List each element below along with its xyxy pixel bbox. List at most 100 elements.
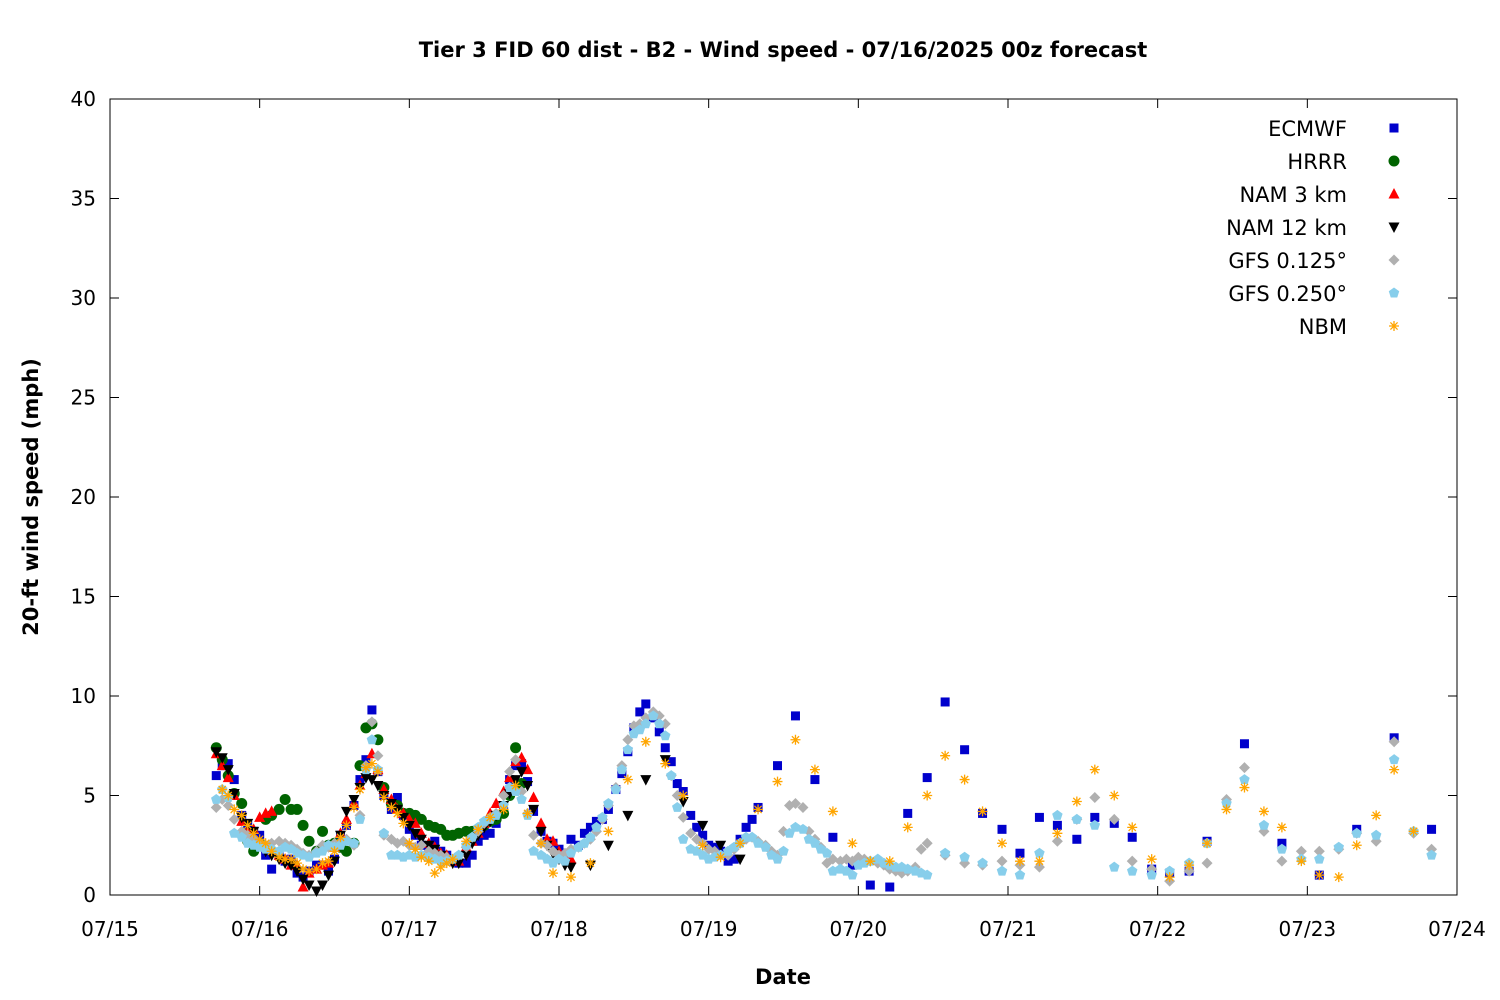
data-point	[485, 812, 496, 823]
data-point	[372, 750, 384, 762]
data-point	[723, 856, 733, 866]
data-point	[1126, 855, 1138, 867]
data-point	[821, 847, 833, 858]
legend-marker	[1389, 123, 1399, 133]
data-point	[585, 831, 596, 842]
data-point	[323, 856, 334, 867]
data-point	[397, 812, 409, 824]
x-tick-label: 07/22	[1129, 917, 1187, 941]
data-point	[280, 854, 291, 865]
data-point	[773, 761, 783, 771]
data-point	[1127, 832, 1137, 842]
data-point	[1052, 820, 1062, 830]
chart-title: Tier 3 FID 60 dist - B2 - Wind speed - 0…	[419, 38, 1148, 62]
data-point	[528, 845, 539, 856]
data-point	[510, 754, 522, 766]
data-point	[366, 758, 377, 769]
data-point	[423, 856, 434, 867]
data-point	[648, 710, 659, 721]
data-point	[340, 813, 352, 824]
data-point	[1427, 824, 1437, 834]
data-point	[229, 804, 240, 815]
data-point	[686, 810, 696, 820]
data-point	[354, 784, 365, 795]
data-point	[809, 837, 821, 848]
data-point	[922, 790, 933, 801]
data-point	[827, 806, 838, 817]
data-point	[461, 858, 471, 868]
data-point	[997, 838, 1008, 849]
data-point	[828, 832, 838, 842]
data-point	[392, 808, 403, 819]
data-point	[398, 818, 409, 829]
data-point	[1184, 860, 1195, 871]
data-point	[329, 856, 340, 868]
data-point	[1164, 872, 1175, 883]
data-point	[1108, 813, 1120, 825]
data-point	[415, 839, 427, 851]
data-point	[516, 778, 528, 790]
data-point	[602, 840, 614, 852]
data-point	[622, 810, 634, 822]
data-point	[236, 831, 247, 842]
data-point	[404, 838, 415, 849]
data-point	[641, 699, 651, 709]
y-tick-label: 5	[83, 784, 96, 808]
data-point	[536, 838, 547, 849]
data-point	[847, 838, 858, 849]
data-point	[810, 775, 820, 785]
data-point	[1202, 838, 1213, 849]
data-point	[640, 736, 651, 747]
data-point	[510, 775, 522, 786]
data-point	[672, 801, 683, 812]
data-point	[1071, 796, 1082, 807]
data-point	[640, 775, 652, 786]
data-point	[1333, 841, 1344, 852]
data-point	[372, 781, 384, 792]
data-point	[1034, 812, 1044, 822]
data-point	[304, 866, 315, 877]
data-point	[1146, 869, 1157, 880]
data-point	[902, 863, 913, 874]
data-point	[335, 832, 346, 843]
data-point	[311, 864, 322, 875]
data-point	[360, 762, 371, 773]
data-point	[522, 808, 533, 819]
data-point	[378, 827, 390, 838]
data-point	[317, 858, 328, 869]
data-point	[797, 823, 809, 834]
data-point	[228, 813, 240, 825]
data-point	[286, 854, 297, 865]
data-point	[735, 838, 746, 849]
data-point	[340, 806, 352, 818]
data-point	[1239, 774, 1250, 785]
data-point	[996, 865, 1008, 876]
data-point	[772, 776, 783, 787]
data-point	[1389, 764, 1400, 775]
data-point	[517, 759, 527, 769]
data-point	[1276, 822, 1287, 833]
data-point	[865, 856, 876, 867]
data-point	[1146, 854, 1157, 865]
legend-label: NBM	[1299, 315, 1347, 339]
data-point	[654, 727, 664, 737]
data-point	[778, 845, 789, 856]
data-point	[317, 825, 329, 837]
data-point	[485, 828, 495, 838]
data-point	[1089, 791, 1101, 803]
legend-marker	[1388, 155, 1400, 167]
data-point	[559, 855, 571, 866]
data-point	[789, 797, 801, 809]
data-point	[1071, 813, 1083, 824]
data-point	[267, 864, 277, 874]
data-point	[211, 771, 221, 781]
data-point	[939, 847, 951, 858]
data-point	[677, 796, 689, 808]
data-point	[535, 817, 547, 828]
data-point	[1276, 843, 1288, 854]
data-point	[447, 854, 458, 865]
data-point	[522, 781, 534, 792]
legend-label: HRRR	[1287, 150, 1347, 174]
data-point	[248, 828, 259, 839]
data-point	[498, 804, 509, 815]
